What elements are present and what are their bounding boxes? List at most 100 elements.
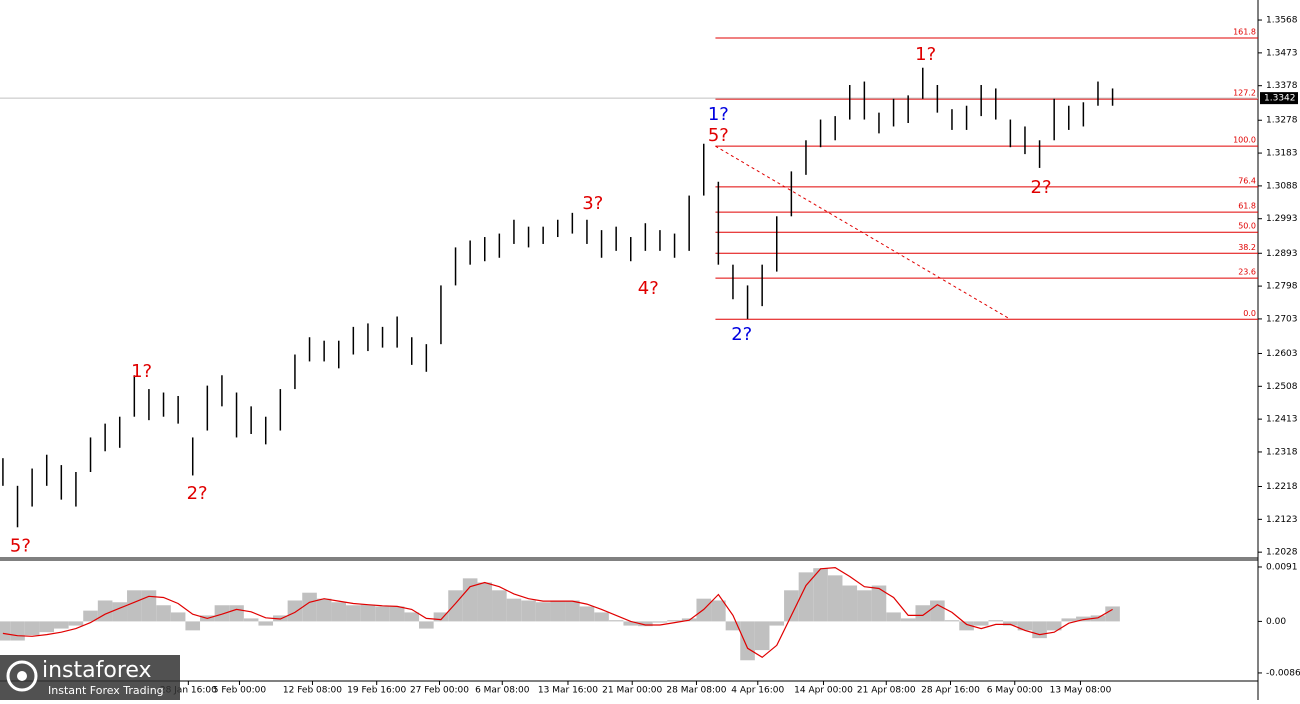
wave-label: 2? [187, 483, 208, 504]
y-tick-label: 1.2603 [1266, 349, 1298, 359]
y-tick-label: 1.2318 [1266, 447, 1298, 457]
histogram-bar [623, 621, 639, 626]
wave-label: 2? [1031, 177, 1052, 198]
histogram-bar [579, 606, 595, 622]
y-tick-label: 1.3183 [1266, 149, 1298, 159]
wave-label: 4? [638, 278, 659, 299]
fib-label: 23.6 [1238, 268, 1256, 277]
histogram-bar [900, 618, 916, 622]
wave-label: 1? [131, 361, 152, 382]
histogram-bar [375, 606, 390, 622]
fib-label: 50.0 [1238, 222, 1256, 231]
wave-label: 3? [582, 193, 603, 214]
histogram-bar [462, 578, 478, 622]
x-tick-label: 28 Mar 08:00 [666, 686, 726, 696]
histogram-bar [433, 612, 449, 622]
y-tick-label: 1.3378 [1266, 81, 1298, 91]
fib-label: 127.2 [1233, 89, 1256, 98]
histogram-bar [652, 621, 668, 623]
histogram-bar [477, 582, 493, 622]
histogram-bar [857, 590, 872, 622]
histogram-bar [389, 606, 405, 622]
histogram-bar [711, 600, 726, 622]
x-tick-label: 13 May 08:00 [1050, 686, 1112, 696]
x-tick-label: 27 Feb 00:00 [410, 686, 469, 696]
histogram-bar [141, 590, 157, 622]
y-tick-label: 1.3473 [1266, 48, 1298, 58]
x-tick-label: 14 Apr 00:00 [794, 686, 853, 696]
histogram-bar [638, 621, 653, 627]
histogram-bar [915, 605, 931, 622]
wave-label: 5? [708, 125, 729, 146]
histogram-bar [229, 605, 244, 622]
histogram-bar [535, 602, 551, 622]
histogram-bar [1003, 621, 1018, 626]
histogram-bar [784, 590, 799, 622]
histogram-bar [316, 598, 332, 622]
histogram-bar [1061, 618, 1077, 622]
signal-line [2, 566, 1113, 659]
histogram-bar [608, 620, 624, 622]
histogram-bar [1046, 621, 1062, 631]
y-tick-label: 0.00 [1266, 617, 1286, 627]
y-tick-label: 1.2798 [1266, 282, 1298, 292]
y-tick-label: 1.2508 [1266, 382, 1298, 392]
histogram-bar [258, 621, 274, 626]
histogram-bar [419, 621, 434, 629]
y-tick-label: 0.0091 [1266, 562, 1298, 572]
histogram-bar [988, 620, 1004, 622]
x-tick-label: 13 Mar 16:00 [538, 686, 598, 696]
y-tick-label: 1.2893 [1266, 249, 1298, 259]
histogram-bar [930, 600, 945, 622]
histogram-bar [944, 620, 960, 622]
fib-label: 61.8 [1238, 202, 1256, 211]
histogram-bar [331, 602, 347, 622]
fib-label: 100.0 [1233, 136, 1256, 145]
histogram-bar [0, 621, 11, 641]
logo: instaforex Instant Forex Trading [0, 655, 180, 700]
histogram-bar [769, 621, 785, 626]
last-price-box [1260, 92, 1298, 105]
histogram-bar [506, 598, 522, 622]
histogram-bar [127, 590, 142, 622]
x-tick-label: 5 Feb 00:00 [213, 686, 267, 696]
histogram-bar [973, 621, 989, 626]
histogram-bar [871, 585, 887, 622]
histogram-bar [24, 621, 40, 636]
histogram-bar [550, 600, 566, 622]
x-tick-label: 19 Feb 16:00 [347, 686, 406, 696]
histogram-bar [214, 605, 230, 622]
x-tick-label: 4 Apr 16:00 [731, 686, 784, 696]
histogram-bar [565, 600, 580, 622]
histogram-bar [725, 621, 741, 631]
fib-trendline [715, 145, 1011, 320]
histogram-bar [959, 621, 974, 631]
x-tick-label: 6 May 00:00 [987, 686, 1043, 696]
histogram-bar [492, 590, 507, 622]
histogram-bar [243, 618, 259, 622]
histogram-bar [68, 621, 84, 626]
histogram-bar [521, 600, 536, 622]
histogram-bar [827, 575, 843, 622]
wave-label: 1? [708, 104, 729, 125]
y-tick-label: 1.3088 [1266, 181, 1298, 191]
histogram-bar [39, 621, 55, 633]
histogram-bar [112, 602, 128, 622]
x-tick-label: 6 Mar 08:00 [475, 686, 530, 696]
logo-icon [17, 671, 27, 681]
histogram-bar [886, 612, 901, 622]
histogram-bar [360, 604, 376, 622]
histogram-bar [10, 621, 25, 641]
x-tick-label: 21 Mar 00:00 [602, 686, 662, 696]
x-tick-label: 12 Feb 08:00 [283, 686, 342, 696]
y-tick-label: 1.2123 [1266, 515, 1298, 525]
x-tick-label: 21 Apr 08:00 [857, 686, 916, 696]
histogram-bar [287, 600, 303, 622]
x-tick-label: 28 Jan 16:00 [160, 686, 217, 696]
histogram-bar [1105, 606, 1120, 622]
wave-label: 2? [731, 324, 752, 345]
histogram-bar [83, 610, 98, 622]
histogram-bar [1032, 621, 1047, 639]
